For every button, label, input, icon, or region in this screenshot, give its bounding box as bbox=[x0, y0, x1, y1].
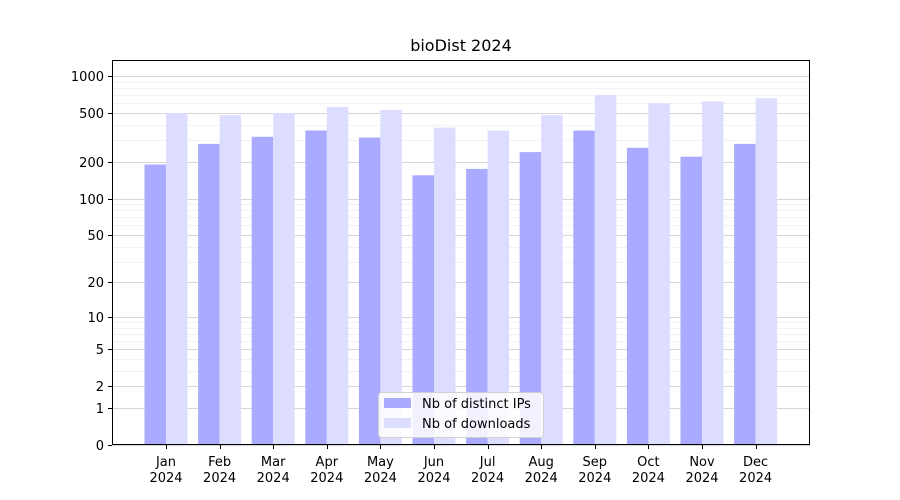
legend: Nb of distinct IPs Nb of downloads bbox=[378, 392, 544, 438]
bar-ips bbox=[198, 143, 220, 445]
x-tick-label: Dec 2024 bbox=[739, 455, 772, 486]
x-tick-label: Mar 2024 bbox=[257, 455, 290, 486]
x-tick-label: Aug 2024 bbox=[525, 455, 558, 486]
x-axis: Jan 2024 Feb 2024 Mar 2024 Apr 2024 May 2024 Jun 20… bbox=[149, 445, 772, 486]
bar-downloads bbox=[166, 113, 188, 445]
x-tick-label: Jan 2024 bbox=[149, 455, 182, 486]
bar-downloads bbox=[273, 113, 295, 445]
bar-downloads bbox=[648, 103, 670, 446]
bar-ips bbox=[573, 130, 595, 445]
legend-box bbox=[378, 392, 544, 438]
bar-downloads bbox=[326, 106, 349, 446]
y-axis: 0 1 2 5 10 20 50 100 200 500 1000 bbox=[71, 70, 112, 454]
y-tick-label: 1000 bbox=[71, 70, 104, 85]
bar-ips bbox=[144, 164, 166, 445]
bar-downloads bbox=[219, 115, 242, 445]
y-tick-label: 2 bbox=[96, 380, 104, 395]
x-tick-label: Jun 2024 bbox=[417, 455, 450, 486]
bar-ips bbox=[519, 152, 542, 445]
bar-ips bbox=[358, 137, 381, 445]
legend-swatch bbox=[384, 418, 411, 428]
x-tick-label: Oct 2024 bbox=[632, 455, 665, 486]
legend-label: Nb of downloads bbox=[422, 417, 531, 432]
y-tick-label: 50 bbox=[87, 229, 104, 244]
legend-swatch bbox=[384, 398, 411, 408]
y-tick-label: 1 bbox=[96, 402, 104, 417]
bar-downloads bbox=[380, 109, 402, 446]
x-tick-label: Feb 2024 bbox=[203, 455, 236, 486]
bar-ips bbox=[626, 147, 649, 446]
bar-downloads bbox=[487, 130, 510, 445]
x-tick-label: Apr 2024 bbox=[310, 455, 343, 486]
y-tick-label: 5 bbox=[96, 343, 104, 358]
legend-label: Nb of distinct IPs bbox=[422, 397, 531, 412]
bars-layer bbox=[144, 95, 778, 446]
x-tick-label: Sep 2024 bbox=[578, 455, 611, 486]
x-tick-label: May 2024 bbox=[364, 455, 397, 486]
bar-ips bbox=[412, 175, 434, 446]
bar-downloads bbox=[702, 101, 724, 445]
bar-downloads bbox=[434, 127, 456, 445]
y-tick-label: 20 bbox=[87, 276, 104, 291]
y-tick-label: 200 bbox=[79, 156, 104, 171]
chart-title: bioDist 2024 bbox=[410, 36, 512, 55]
bar-ips bbox=[305, 130, 327, 445]
x-tick-label: Nov 2024 bbox=[685, 455, 718, 486]
bar-ips bbox=[251, 136, 274, 446]
y-tick-label: 0 bbox=[96, 439, 104, 454]
plot-frame bbox=[112, 60, 810, 445]
bar-downloads bbox=[594, 95, 617, 445]
bar-downloads bbox=[541, 115, 563, 445]
bar-ips bbox=[734, 143, 756, 445]
y-tick-label: 10 bbox=[87, 311, 104, 326]
bar-ips bbox=[466, 168, 488, 445]
x-tick-label: Jul 2024 bbox=[471, 455, 504, 486]
bar-ips bbox=[680, 156, 702, 445]
y-tick-label: 500 bbox=[79, 107, 104, 122]
y-tick-label: 100 bbox=[79, 193, 104, 208]
bar-downloads bbox=[755, 98, 778, 445]
